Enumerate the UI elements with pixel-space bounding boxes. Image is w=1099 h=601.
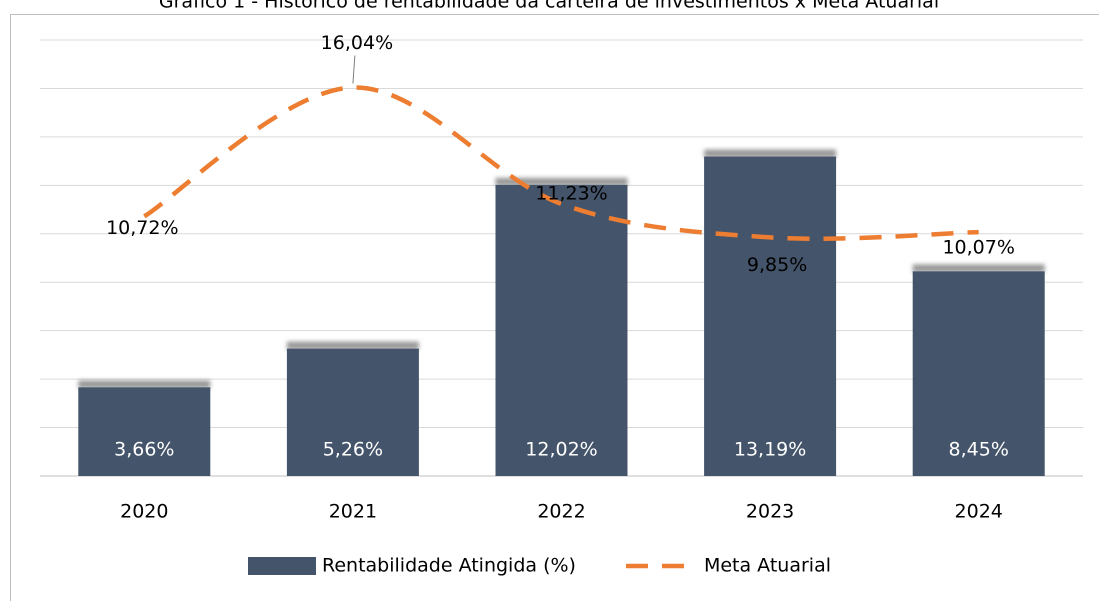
line-value-label: 9,85% <box>747 254 807 276</box>
line <box>143 85 979 241</box>
bar-value-label: 13,19% <box>734 439 806 461</box>
x-tick-label: 2020 <box>120 501 168 523</box>
bar-value-label: 3,66% <box>114 439 174 461</box>
legend-swatch <box>248 557 316 575</box>
x-tick-label: 2021 <box>329 501 377 523</box>
bar <box>704 156 837 476</box>
chart-frame <box>10 14 1099 601</box>
line-value-label: 10,72% <box>106 217 178 239</box>
x-tick-label: 2024 <box>955 501 1003 523</box>
bar-shadow <box>912 264 1045 273</box>
chart-title: Gráfico 1 - Histórico de rentabilidade d… <box>159 0 939 13</box>
line-value-label: 11,23% <box>535 182 607 204</box>
x-tick-label: 2022 <box>537 501 585 523</box>
bar-shadow <box>495 177 628 186</box>
bar <box>286 348 419 476</box>
line-value-label: 10,07% <box>942 237 1014 259</box>
bar-shadow <box>286 341 419 350</box>
bar-value-label: 8,45% <box>949 439 1009 461</box>
bar-value-label: 12,02% <box>525 439 597 461</box>
bar-shadow <box>78 380 211 389</box>
bar <box>912 271 1045 476</box>
bar <box>78 387 211 476</box>
x-tick-label: 2023 <box>746 501 794 523</box>
legend-label: Meta Atuarial <box>704 555 831 577</box>
leader-line <box>352 55 356 84</box>
line-value-label: 16,04% <box>321 32 393 54</box>
bar <box>495 184 628 477</box>
bar-shadow <box>704 149 837 158</box>
legend-label: Rentabilidade Atingida (%) <box>322 555 576 577</box>
bar-value-label: 5,26% <box>323 439 383 461</box>
